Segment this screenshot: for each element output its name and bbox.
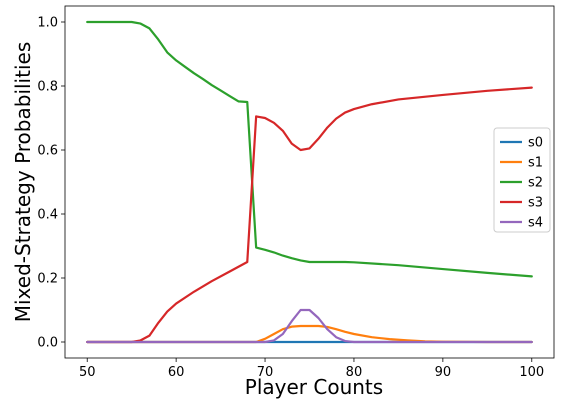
series-line-s4 xyxy=(86,308,533,344)
legend-box xyxy=(493,127,551,233)
legend-label-s3: s3 xyxy=(528,196,543,211)
plot-frame xyxy=(64,5,555,359)
x-axis-ticks: 50 60 70 80 90 100 xyxy=(79,358,544,380)
series-line-s1 xyxy=(86,324,533,344)
x-axis-label: Player Counts xyxy=(245,375,383,399)
legend-label-s4: s4 xyxy=(528,216,543,231)
x-tick-label: 80 xyxy=(346,365,363,380)
series-line-s3 xyxy=(86,86,533,344)
x-tick-label: 100 xyxy=(519,365,544,380)
legend-label-s0: s0 xyxy=(528,136,543,151)
series-layer xyxy=(86,20,533,344)
x-tick-label: 70 xyxy=(257,365,274,380)
y-tick-label: 0.6 xyxy=(37,144,58,159)
x-tick-label: 90 xyxy=(435,365,452,380)
y-tick-label: 0.2 xyxy=(37,272,58,287)
legend-items: s0 s1 s2 s3 s4 xyxy=(500,136,543,231)
y-tick-label: 0.4 xyxy=(37,208,58,223)
legend-label-s2: s2 xyxy=(528,176,543,191)
y-axis-label: Mixed-Strategy Probabilities xyxy=(11,42,35,322)
x-tick-label: 60 xyxy=(168,365,185,380)
legend-label-s1: s1 xyxy=(528,156,543,171)
legend: s0 s1 s2 s3 s4 xyxy=(493,127,551,233)
x-tick-label: 50 xyxy=(79,365,96,380)
series-line-s2 xyxy=(86,20,533,278)
y-axis-ticks: 0.0 0.2 0.4 0.6 0.8 1.0 xyxy=(37,16,65,351)
y-tick-label: 0.8 xyxy=(37,80,58,95)
y-tick-label: 0.0 xyxy=(37,336,58,351)
y-tick-label: 1.0 xyxy=(37,16,58,31)
